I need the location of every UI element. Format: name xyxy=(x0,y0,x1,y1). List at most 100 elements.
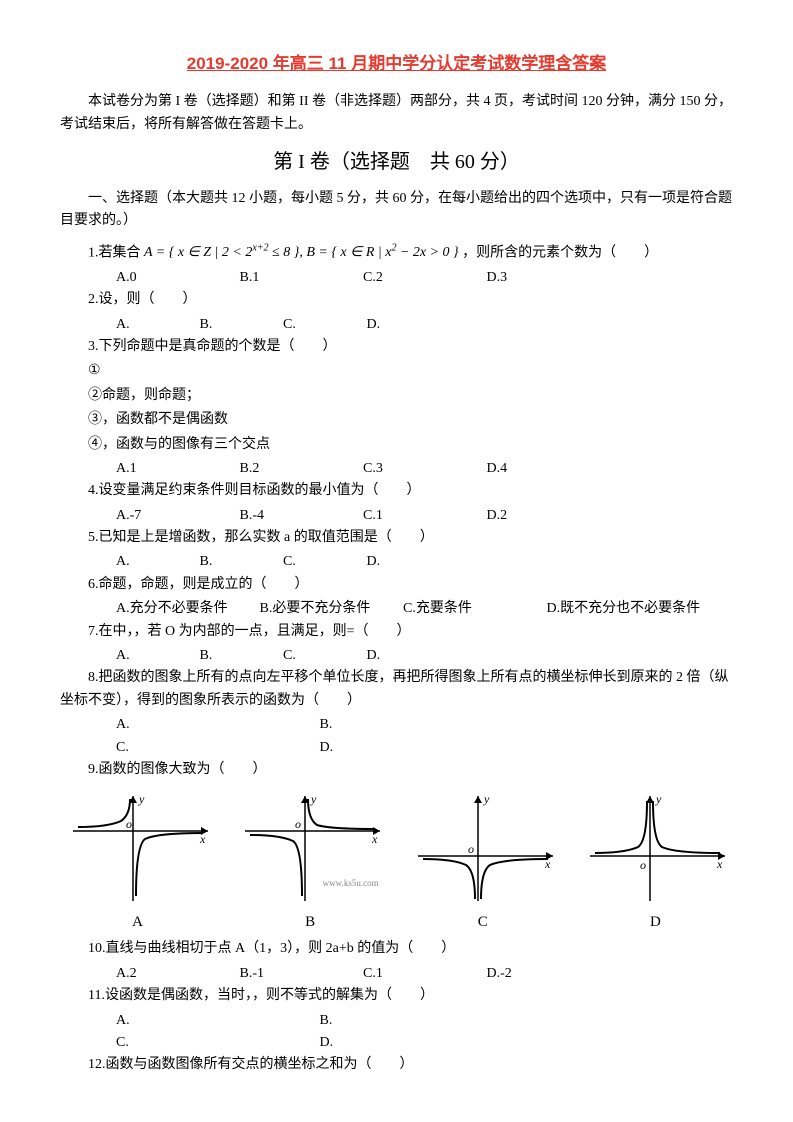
graph-a-svg: o x y xyxy=(63,791,213,906)
q1-fb-1: B = { x ∈ R | x xyxy=(306,245,391,260)
svg-text:o: o xyxy=(468,842,474,856)
q10-opt-d: D.-2 xyxy=(459,963,579,985)
q4-opt-c: C.1 xyxy=(335,505,455,527)
question-10: 10.直线与曲线相切于点 A（1，3），则 2a+b 的值为（ ） xyxy=(60,938,733,960)
svg-text:y: y xyxy=(310,792,317,806)
q9-graph-b: o x y www.ks5u.com B xyxy=(233,791,388,934)
section-1-instructions: 一、选择题（本大题共 12 小题，每小题 5 分，共 60 分，在每小题给出的四… xyxy=(60,188,733,233)
q4-options: A.-7 B.-4 C.1 D.2 xyxy=(60,505,733,527)
q6-opt-b: B.必要不充分条件 xyxy=(232,598,372,620)
q4-opt-d: D.2 xyxy=(459,505,579,527)
svg-text:y: y xyxy=(655,792,662,806)
q3-line3: ③，函数都不是偶函数 xyxy=(60,409,733,431)
question-1: 1.若集合 A = { x ∈ Z | 2 < 2x+2 ≤ 8 }, B = … xyxy=(60,241,733,265)
question-7: 7.在中，，若 O 为内部的一点，且满足，则=（ ） xyxy=(60,621,733,643)
question-5: 5.已知是上是增函数，那么实数 a 的取值范围是（ ） xyxy=(60,527,733,549)
q6-opt-c: C.充要条件 xyxy=(375,598,515,620)
q2-options: A. B. C. D. xyxy=(60,314,733,336)
q8-opt-d: D. xyxy=(292,737,372,759)
q9-graphs-row: o x y A o x y www.ks5u.com B xyxy=(60,791,733,934)
svg-text:o: o xyxy=(295,817,301,831)
q8-opt-c: C. xyxy=(88,737,288,759)
q11-opt-d: D. xyxy=(292,1032,372,1054)
q9-graph-a: o x y A xyxy=(60,791,215,934)
q7-options: A. B. C. D. xyxy=(60,645,733,667)
q3-line2: ②命题，则命题； xyxy=(60,385,733,407)
q7-opt-d: D. xyxy=(339,645,419,667)
question-11: 11.设函数是偶函数，当时，，则不等式的解集为（ ） xyxy=(60,985,733,1007)
q6-options: A.充分不必要条件 B.必要不充分条件 C.充要条件 D.既不充分也不必要条件 xyxy=(60,598,733,620)
q1-fa-exp: x+2 xyxy=(252,243,268,254)
q11-options-2: C. D. xyxy=(60,1032,733,1054)
q5-opt-c: C. xyxy=(255,551,335,573)
q1-opt-b: B.1 xyxy=(212,267,332,289)
q2-opt-b: B. xyxy=(172,314,252,336)
q10-options: A.2 B.-1 C.1 D.-2 xyxy=(60,963,733,985)
q3-line1: ① xyxy=(60,360,733,382)
q9-label-c: C xyxy=(405,910,560,934)
question-3: 3.下列命题中是真命题的个数是（ ） xyxy=(60,336,733,358)
question-6: 6.命题，命题，则是成立的（ ） xyxy=(60,574,733,596)
q8-opt-a: A. xyxy=(88,714,288,736)
q11-opt-b: B. xyxy=(292,1010,372,1032)
q3-opt-a: A.1 xyxy=(88,458,208,480)
q5-opt-b: B. xyxy=(172,551,252,573)
question-12: 12.函数与函数图像所有交点的横坐标之和为（ ） xyxy=(60,1054,733,1076)
q3-opt-d: D.4 xyxy=(459,458,579,480)
q2-opt-c: C. xyxy=(255,314,335,336)
q4-opt-b: B.-4 xyxy=(212,505,332,527)
q10-opt-c: C.1 xyxy=(335,963,455,985)
q1-opt-a: A.0 xyxy=(88,267,208,289)
page-title: 2019-2020 年高三 11 月期中学分认定考试数学理含答案 xyxy=(60,50,733,77)
q7-opt-a: A. xyxy=(88,645,168,667)
graph-d-svg: o x y xyxy=(580,791,730,906)
q3-opt-b: B.2 xyxy=(212,458,332,480)
q11-opt-c: C. xyxy=(88,1032,288,1054)
q5-options: A. B. C. D. xyxy=(60,551,733,573)
q8-options-2: C. D. xyxy=(60,737,733,759)
q5-opt-d: D. xyxy=(339,551,419,573)
q1-fb-2: − 2x > 0 } xyxy=(396,245,458,260)
q1-opt-c: C.2 xyxy=(335,267,455,289)
svg-text:y: y xyxy=(483,792,490,806)
q7-opt-c: C. xyxy=(255,645,335,667)
graph-c-svg: o x y xyxy=(408,791,558,906)
q1-suffix: ，则所含的元素个数为（ ） xyxy=(462,245,658,260)
svg-text:x: x xyxy=(716,857,723,871)
q9-label-a: A xyxy=(60,910,215,934)
q2-opt-d: D. xyxy=(339,314,419,336)
q6-opt-d: D.既不充分也不必要条件 xyxy=(519,598,701,620)
q1-prefix: 1.若集合 xyxy=(88,245,141,260)
q1-fa-1: A = { x ∈ Z | 2 < 2 xyxy=(144,245,252,260)
q11-options: A. B. xyxy=(60,1010,733,1032)
intro-text: 本试卷分为第 I 卷（选择题）和第 II 卷（非选择题）两部分，共 4 页，考试… xyxy=(60,91,733,136)
q7-opt-b: B. xyxy=(172,645,252,667)
q1-formula-a: A = { x ∈ Z | 2 < 2x+2 ≤ 8 }, B = { x ∈ … xyxy=(144,245,462,260)
q9-graph-d: o x y D xyxy=(578,791,733,934)
svg-text:y: y xyxy=(138,792,145,806)
section-1-title: 第 I 卷（选择题 共 60 分） xyxy=(60,146,733,178)
q8-opt-b: B. xyxy=(292,714,372,736)
q9-label-d: D xyxy=(578,910,733,934)
q6-opt-a: A.充分不必要条件 xyxy=(88,598,228,620)
q2-opt-a: A. xyxy=(88,314,168,336)
svg-text:x: x xyxy=(199,832,206,846)
q10-opt-a: A.2 xyxy=(88,963,208,985)
q3-line4: ④，函数与的图像有三个交点 xyxy=(60,434,733,456)
q10-opt-b: B.-1 xyxy=(212,963,332,985)
question-4: 4.设变量满足约束条件则目标函数的最小值为（ ） xyxy=(60,480,733,502)
q11-opt-a: A. xyxy=(88,1010,288,1032)
q4-opt-a: A.-7 xyxy=(88,505,208,527)
question-9: 9.函数的图像大致为（ ） xyxy=(60,759,733,781)
q8-options: A. B. xyxy=(60,714,733,736)
question-8: 8.把函数的图象上所有的点向左平移个单位长度，再把所得图象上所有点的横坐标伸长到… xyxy=(60,667,733,712)
svg-text:x: x xyxy=(371,832,378,846)
q1-options: A.0 B.1 C.2 D.3 xyxy=(60,267,733,289)
svg-text:o: o xyxy=(126,817,132,831)
question-2: 2.设，则（ ） xyxy=(60,289,733,311)
q1-fa-2: ≤ 8 }, xyxy=(269,245,303,260)
svg-text:o: o xyxy=(640,858,646,872)
q1-opt-d: D.3 xyxy=(459,267,579,289)
watermark-text: www.ks5u.com xyxy=(323,876,379,890)
q3-opt-c: C.3 xyxy=(335,458,455,480)
